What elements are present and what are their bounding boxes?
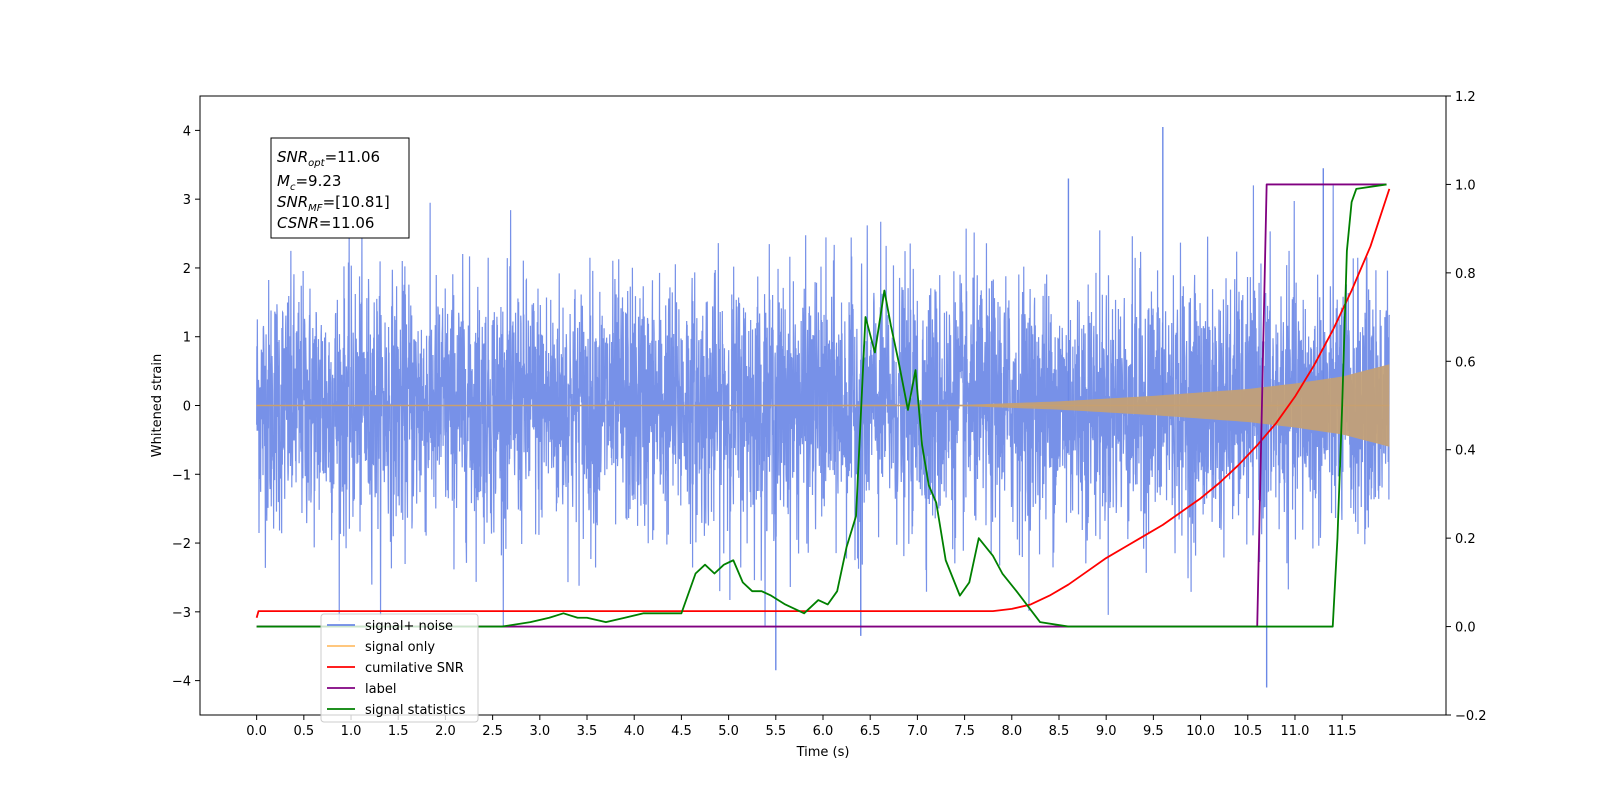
- y-axis-label: Whitened strain: [150, 354, 165, 457]
- x-tick-label: 6.0: [813, 724, 834, 739]
- y-tick-label: 3: [183, 193, 191, 208]
- stat-mc-value: =9.23: [295, 172, 341, 190]
- stat-snr-opt-symbol: SNR: [277, 148, 308, 166]
- x-tick-label: 6.5: [860, 724, 881, 739]
- series-signal-noise-line: [256, 185, 1390, 626]
- y-tick-label: 0: [183, 400, 191, 415]
- x-tick-label: 11.0: [1280, 724, 1309, 739]
- x-tick-label: 10.5: [1233, 724, 1262, 739]
- legend-label-signal-only: signal only: [365, 640, 435, 655]
- legend-label-label: label: [365, 682, 396, 697]
- x-tick-label: 9.0: [1096, 724, 1117, 739]
- stat-csnr-symbol: CSNR: [277, 214, 319, 232]
- x-tick-label: 0.0: [246, 724, 267, 739]
- x-tick-label: 5.5: [765, 724, 786, 739]
- y2-tick-label: 0.0: [1455, 621, 1476, 636]
- legend: signal+ noise signal only cumilative SNR…: [320, 613, 479, 723]
- x-tick-label: 2.5: [482, 724, 503, 739]
- x-axis-label: Time (s): [796, 745, 850, 760]
- series-signal-statistics-line: [256, 183, 1387, 628]
- y-tick-label: 4: [183, 124, 191, 139]
- x-tick-label: 1.0: [341, 724, 362, 739]
- y-tick-label: −4: [172, 675, 191, 690]
- x-tick-label: 4.5: [671, 724, 692, 739]
- y-tick-label: −3: [172, 606, 191, 621]
- x-tick-label: 11.5: [1328, 724, 1357, 739]
- series-label-line: [256, 183, 1387, 628]
- y2-tick-label: 1.2: [1455, 90, 1476, 105]
- stats-annotation-box: [270, 137, 410, 239]
- x-tick-label: 1.5: [388, 724, 409, 739]
- y2-tick-label: −0.2: [1455, 709, 1487, 724]
- y-tick-label: 2: [183, 262, 191, 277]
- y-tick-label: −2: [172, 537, 191, 552]
- plot-series: [255, 126, 1391, 688]
- x-tick-label: 4.0: [624, 724, 645, 739]
- stat-snr-mf-symbol: SNR: [277, 193, 308, 211]
- stat-mc: Mc=9.23: [277, 172, 341, 193]
- x-tick-label: 7.5: [954, 724, 975, 739]
- x-tick-label: 7.0: [907, 724, 928, 739]
- axes: 0.0 0.5 1.0 1.5 2.0 2.5 3.0 3.5 4.0 4.5 5.0 5.5 6.0 6…: [172, 90, 1487, 739]
- legend-label-signal-noise: signal+ noise: [365, 619, 453, 634]
- legend-label-signal-statistics: signal statistics: [365, 703, 466, 718]
- stat-snr-opt: SNRopt=11.06: [277, 148, 380, 169]
- stat-snr-mf: SNRMF=[10.81]: [277, 193, 390, 214]
- x-tick-label: 2.0: [435, 724, 456, 739]
- y2-tick-label: 0.6: [1455, 355, 1476, 370]
- y-tick-label: −1: [172, 468, 191, 483]
- legend-label-cumilative-snr: cumilative SNR: [365, 661, 464, 676]
- x-tick-label: 9.5: [1143, 724, 1164, 739]
- stat-mc-symbol: M: [277, 172, 290, 190]
- stat-snr-opt-sub: opt: [308, 158, 325, 169]
- y2-tick-label: 1.0: [1455, 178, 1476, 193]
- stats-annotation: SNRopt=11.06 Mc=9.23 SNRMF=[10.81] CSNR=…: [270, 137, 410, 239]
- x-tick-label: 3.5: [577, 724, 598, 739]
- stat-csnr-value: =11.06: [319, 214, 375, 232]
- stat-snr-mf-value: =[10.81]: [323, 193, 390, 211]
- y2-tick-label: 0.4: [1455, 444, 1476, 459]
- y-tick-label: 1: [183, 331, 191, 346]
- x-tick-label: 0.5: [293, 724, 314, 739]
- stat-csnr: CSNR=11.06: [277, 214, 374, 232]
- stat-snr-opt-value: =11.06: [325, 148, 381, 166]
- y2-tick-label: 0.8: [1455, 267, 1476, 282]
- x-tick-label: 3.0: [529, 724, 550, 739]
- y2-tick-label: 0.2: [1455, 532, 1476, 547]
- legend-box: [320, 613, 479, 723]
- x-tick-label: 10.0: [1186, 724, 1215, 739]
- stat-snr-mf-sub: MF: [308, 203, 323, 214]
- x-tick-label: 8.0: [1001, 724, 1022, 739]
- stat-mc-sub: c: [290, 182, 296, 193]
- x-tick-label: 8.5: [1049, 724, 1070, 739]
- x-tick-label: 5.0: [718, 724, 739, 739]
